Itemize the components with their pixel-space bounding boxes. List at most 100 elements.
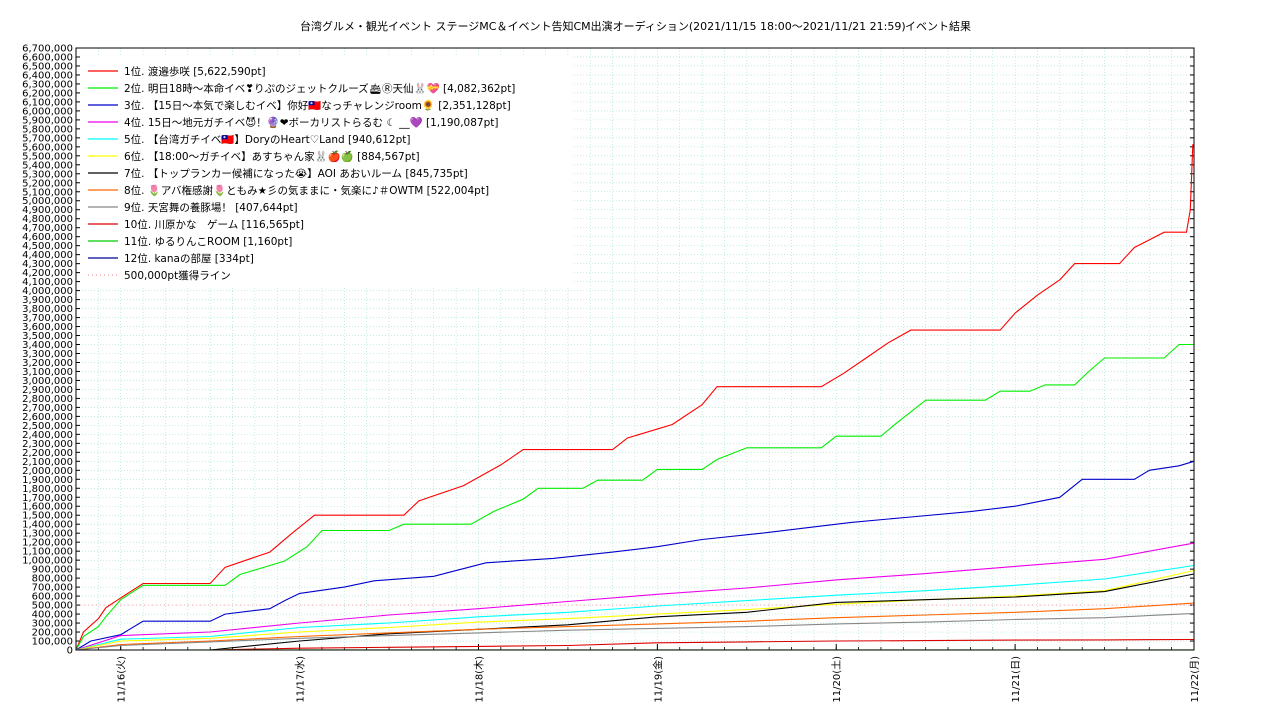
y-tick-label: 1,300,000 — [22, 529, 73, 540]
y-tick-label: 3,500,000 — [22, 331, 73, 342]
y-tick-label: 3,600,000 — [22, 322, 73, 333]
legend-label: 11位. ゆるりんこROOM [1,160pt] — [124, 235, 292, 248]
y-tick-label: 3,100,000 — [22, 367, 73, 378]
y-tick-label: 4,200,000 — [22, 268, 73, 279]
series-lines — [75, 144, 1195, 651]
y-tick-label: 4,600,000 — [22, 232, 73, 243]
legend-label: 3位. 【15日〜本気で楽しむイベ】你好🇹🇼なっチャレンジroom🌻 [2,35… — [124, 99, 511, 112]
y-tick-label: 5,200,000 — [22, 178, 73, 189]
y-tick-label: 1,600,000 — [22, 502, 73, 513]
legend-background — [80, 56, 574, 288]
y-tick-label: 3,000,000 — [22, 376, 73, 387]
series-line-8 — [75, 602, 1195, 651]
y-tick-label: 1,800,000 — [22, 484, 73, 495]
series-line-4 — [75, 542, 1195, 651]
series-line-9 — [75, 612, 1195, 651]
y-tick-label: 4,800,000 — [22, 214, 73, 225]
x-axis-ticks: 11/16(火) 11/17(水) 11/18(木) 11/19(金) 11/20(土)… — [75, 644, 1201, 703]
y-tick-label: 500,000 — [32, 601, 73, 612]
y-tick-label: 0 — [67, 646, 73, 657]
y-tick-label: 1,900,000 — [22, 475, 73, 486]
y-tick-label: 1,100,000 — [22, 547, 73, 558]
x-tick-label: 11/18(木) — [473, 656, 485, 703]
legend-label: 5位. 【台湾ガチイベ🇹🇼】DoryのHeart♡Land [940,612pt… — [124, 133, 410, 146]
x-tick-label: 11/21(日) — [1011, 656, 1022, 703]
series-line-1 — [75, 144, 1194, 651]
y-tick-label: 900,000 — [32, 565, 73, 576]
x-tick-label: 11/16(火) — [116, 656, 128, 703]
series-line-6 — [75, 569, 1195, 651]
y-tick-label: 3,200,000 — [22, 358, 73, 369]
plot-frame — [75, 47, 1195, 651]
y-tick-label: 3,800,000 — [22, 304, 73, 315]
legend-label: 500,000pt獲得ライン — [124, 269, 231, 282]
y-tick-label: 600,000 — [32, 592, 73, 603]
y-tick-label: 6,400,000 — [22, 70, 73, 81]
y-tick-label: 6,200,000 — [22, 88, 73, 99]
y-tick-label: 3,700,000 — [22, 313, 73, 324]
legend-label: 7位. 【トップランカー候補になった😭】AOI あおいルーム [845,735p… — [124, 167, 468, 180]
y-tick-label: 2,300,000 — [22, 439, 73, 450]
y-tick-label: 2,700,000 — [22, 403, 73, 414]
y-tick-label: 6,100,000 — [22, 97, 73, 108]
y-tick-label: 6,700,000 — [22, 44, 73, 55]
x-tick-label: 11/17(水) — [295, 656, 307, 703]
y-tick-label: 4,500,000 — [22, 241, 73, 252]
y-tick-label: 2,800,000 — [22, 394, 73, 405]
y-tick-label: 2,500,000 — [22, 421, 73, 432]
legend-label: 1位. 渡邉歩咲 [5,622,590pt] — [124, 65, 266, 78]
y-tick-label: 5,300,000 — [22, 169, 73, 180]
series-line-5 — [75, 564, 1195, 651]
y-tick-label: 3,300,000 — [22, 349, 73, 360]
y-tick-label: 4,900,000 — [22, 205, 73, 216]
legend-label: 2位. 明日18時〜本命イベ❣りぷのジェットクルーズ🛳Ⓡ天仙🐰💝 [4,082,… — [124, 82, 515, 95]
y-tick-label: 5,400,000 — [22, 160, 73, 171]
legend-label: 8位. 🌷アバ権感謝🌷ともみ★彡の気ままに・気楽に♪＃OWTM [522,004… — [124, 184, 489, 197]
y-tick-label: 4,000,000 — [22, 286, 73, 297]
y-tick-label: 6,500,000 — [22, 61, 73, 72]
y-tick-label: 3,900,000 — [22, 295, 73, 306]
y-tick-label: 6,600,000 — [22, 52, 73, 63]
x-tick-label: 11/19(金) — [651, 656, 664, 703]
y-tick-label: 5,700,000 — [22, 133, 73, 144]
chart-subtitle: イベント結果 — [905, 19, 971, 33]
y-tick-label: 5,800,000 — [22, 124, 73, 135]
y-tick-label: 1,500,000 — [22, 511, 73, 522]
y-tick-label: 200,000 — [32, 628, 73, 639]
y-tick-label: 1,000,000 — [22, 556, 73, 567]
y-tick-label: 1,400,000 — [22, 520, 73, 531]
legend-label: 6位. 【18:00〜ガチイベ】あすちゃん家🐰🍎🍏 [884,567pt] — [124, 150, 420, 163]
y-tick-label: 2,200,000 — [22, 448, 73, 459]
series-line-10 — [76, 638, 1195, 651]
y-tick-label: 2,900,000 — [22, 385, 73, 396]
y-tick-label: 4,700,000 — [22, 223, 73, 234]
y-tick-label: 5,600,000 — [22, 142, 73, 153]
legend: 1位. 渡邉歩咲 [5,622,590pt] 2位. 明日18時〜本命イベ❣りぷの… — [80, 56, 574, 288]
chart-title: 台湾グルメ・観光イベント ステージMC＆イベント告知CM出演オーディション(20… — [300, 19, 906, 33]
y-tick-label: 5,000,000 — [22, 196, 73, 207]
y-tick-label: 6,300,000 — [22, 79, 73, 90]
legend-label: 4位. 15日〜地元ガチイベ😈！🔮❤ボーカリストらるむ ☾ __💜 [1,190… — [124, 116, 498, 129]
x-tick-label: 11/22(月) — [1189, 656, 1201, 703]
y-tick-label: 4,300,000 — [22, 259, 73, 270]
y-tick-label: 4,400,000 — [22, 250, 73, 261]
y-tick-label: 5,500,000 — [22, 151, 73, 162]
y-tick-label: 100,000 — [32, 637, 73, 648]
y-tick-label: 2,400,000 — [22, 430, 73, 441]
y-tick-label: 800,000 — [32, 574, 73, 585]
y-tick-label: 700,000 — [32, 583, 73, 594]
legend-label: 10位. 川原かな ゲーム [116,565pt] — [124, 218, 304, 231]
y-tick-label: 400,000 — [32, 610, 73, 621]
y-tick-label: 2,000,000 — [22, 466, 73, 477]
x-tick-label: 11/20(土) — [830, 656, 843, 703]
series-line-2 — [75, 283, 1195, 651]
y-tick-label: 2,600,000 — [22, 412, 73, 423]
y-tick-label: 6,000,000 — [22, 106, 73, 117]
legend-label: 12位. kanaの部屋 [334pt] — [124, 252, 254, 265]
y-tick-label: 300,000 — [32, 619, 73, 630]
y-tick-label: 4,100,000 — [22, 277, 73, 288]
y-tick-label: 1,200,000 — [22, 538, 73, 549]
series-line-3 — [75, 438, 1195, 651]
series-line-7 — [76, 573, 1195, 651]
